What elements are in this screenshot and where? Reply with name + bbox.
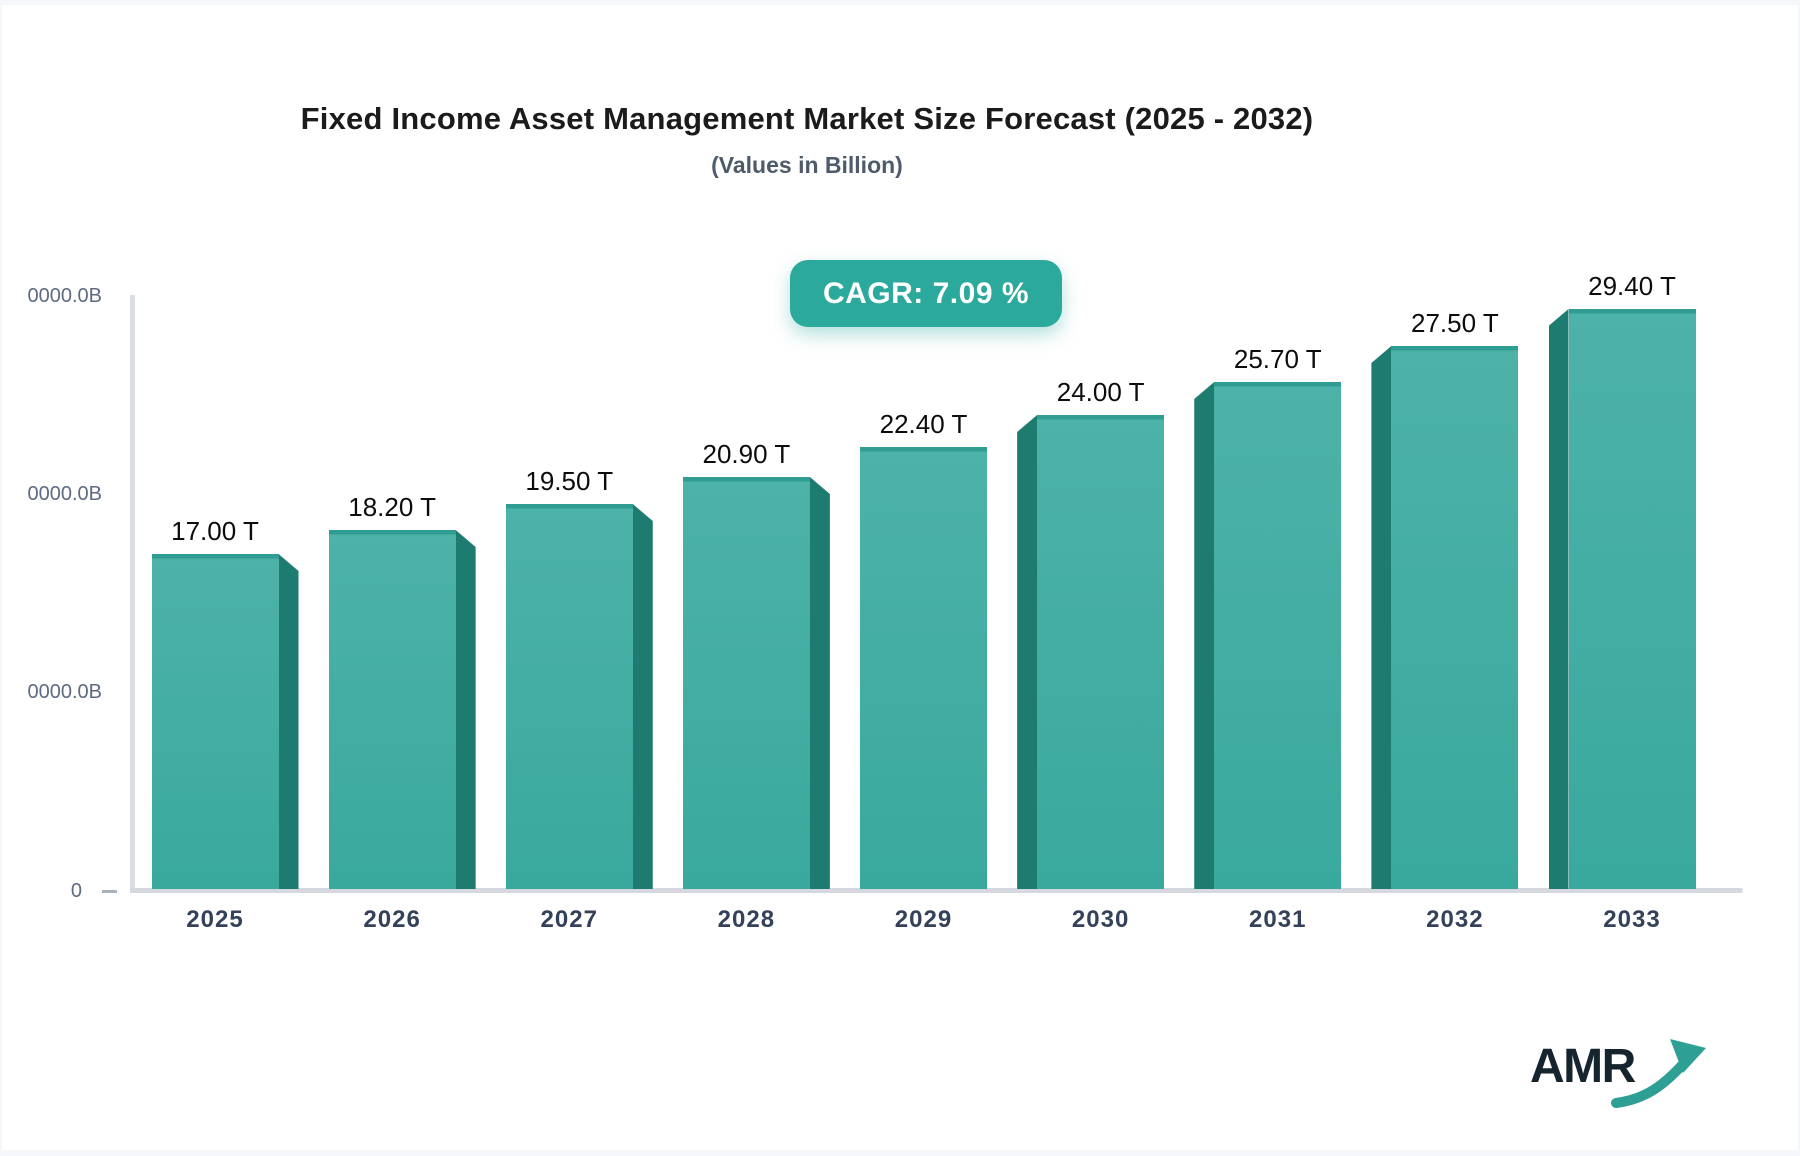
amr-logo-text: AMR: [1530, 1040, 1636, 1093]
x-axis-label: 2026: [363, 906, 421, 933]
x-axis-label: 2027: [540, 906, 598, 933]
y-axis-tick-label: 0000.0B: [27, 681, 102, 703]
bar-value-label: 20.90 T: [702, 439, 791, 469]
x-axis-label: 2032: [1426, 906, 1484, 933]
growth-arrow-icon: [1611, 1039, 1706, 1108]
bar: [1568, 309, 1696, 889]
bar-3d-side: [1371, 346, 1392, 889]
x-axis-label: 2033: [1603, 906, 1661, 933]
x-axis-label: 2031: [1249, 906, 1307, 933]
bar-3d-side: [1017, 415, 1038, 889]
bar-value-label: 24.00 T: [1056, 377, 1145, 407]
bar-3d-side: [809, 477, 830, 889]
y-axis-tick-label: 0: [70, 880, 82, 902]
cagr-badge-label: CAGR: 7.09 %: [822, 276, 1030, 310]
bar-value-label: 27.50 T: [1411, 308, 1499, 338]
bar: [860, 447, 987, 889]
bar-value-label: 25.70 T: [1233, 344, 1322, 374]
bar-3d-side: [1548, 309, 1569, 889]
y-axis-tick-label: 0000.0B: [27, 483, 102, 505]
y-axis-line: [130, 295, 135, 893]
bar-value-label: 22.40 T: [879, 409, 968, 439]
bar-value-label: 18.20 T: [348, 492, 436, 522]
bar-3d-side: [632, 504, 653, 889]
bar-3d-side: [1194, 382, 1215, 889]
bar: [151, 554, 279, 889]
bar: [682, 477, 810, 889]
amr-logo: AMR: [1530, 1031, 1710, 1115]
x-axis-label: 2028: [717, 906, 776, 933]
bar: [328, 530, 456, 889]
bar-value-label: 19.50 T: [525, 466, 614, 496]
bar-3d-side: [455, 530, 476, 889]
x-axis-label: 2029: [894, 906, 953, 933]
chart-subtitle: (Values in Billion): [711, 152, 903, 178]
zero-tick-dash: [102, 890, 117, 893]
bar-3d-side: [278, 554, 299, 889]
bar: [1214, 382, 1342, 889]
bar: [1391, 346, 1519, 889]
x-axis-baseline: [130, 888, 1743, 893]
bar-value-label: 17.00 T: [171, 516, 259, 546]
bar-value-label: 29.40 T: [1588, 271, 1676, 301]
y-axis-tick-label: 0000.0B: [27, 285, 102, 307]
x-axis-label: 2030: [1071, 906, 1130, 933]
cagr-badge: CAGR: 7.09 %: [790, 260, 1062, 327]
chart-title: Fixed Income Asset Management Market Siz…: [300, 101, 1314, 136]
chart-canvas: Fixed Income Asset Management Market Siz…: [2, 5, 1798, 1150]
x-axis-label: 2025: [186, 906, 244, 933]
bar: [1037, 415, 1165, 889]
bar: [505, 504, 633, 889]
